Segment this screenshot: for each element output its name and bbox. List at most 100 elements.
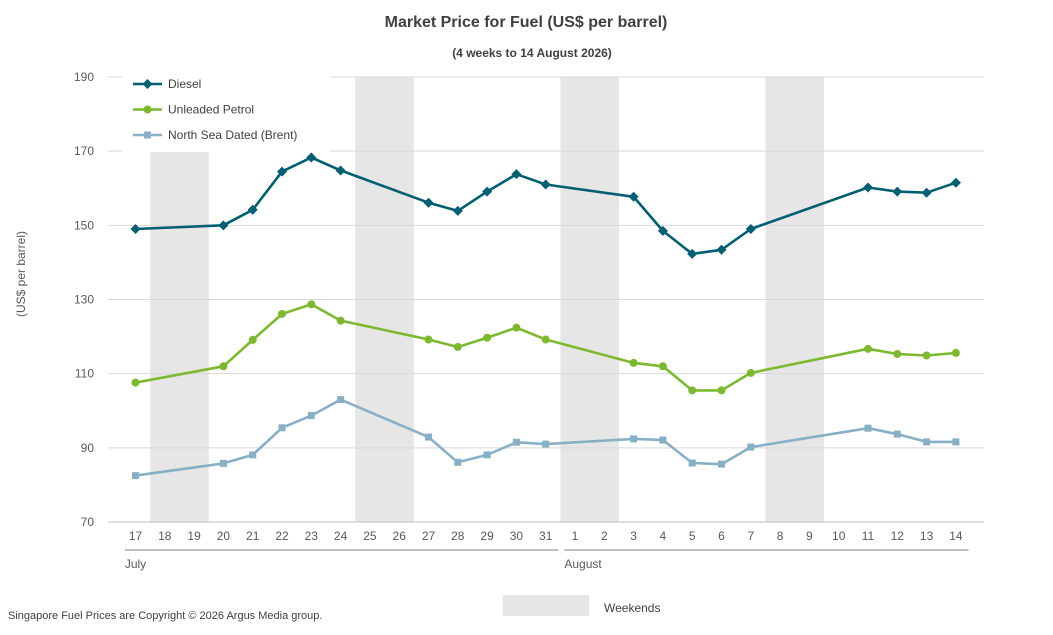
x-tick-6: 6	[718, 529, 725, 543]
diesel-point-28	[452, 205, 463, 216]
unleaded-petrol-point-13	[922, 351, 931, 360]
north-sea-dated-brent-point-29	[483, 451, 491, 459]
legend-label-north-sea-dated-brent: North Sea Dated (Brent)	[168, 128, 297, 142]
north-sea-dated-brent-point-30	[512, 438, 520, 446]
unleaded-petrol-point-12	[893, 350, 902, 359]
north-sea-dated-brent-point-14	[952, 438, 960, 446]
unleaded-petrol-point-28	[453, 342, 462, 351]
unleaded-petrol-point-31	[541, 335, 550, 344]
month-label-july: July	[125, 557, 146, 571]
x-tick-11: 11	[862, 529, 875, 543]
diesel-point-7	[745, 224, 756, 235]
unleaded-petrol-point-5	[688, 386, 697, 395]
chart-subtitle: (4 weeks to 14 August 2026)	[452, 46, 612, 60]
x-tick-8: 8	[777, 529, 784, 543]
north-sea-dated-brent-point-3	[630, 435, 638, 443]
x-tick-28: 28	[451, 529, 465, 543]
unleaded-petrol-point-7	[746, 368, 755, 377]
month-labels: July August	[124, 549, 969, 571]
north-sea-dated-brent-point-20	[219, 459, 227, 467]
x-tick-18: 18	[158, 529, 172, 543]
unleaded-petrol-point-14	[951, 348, 960, 357]
diesel-point-4	[657, 225, 668, 236]
diesel-point-22	[277, 166, 287, 177]
series-diesel	[130, 152, 961, 259]
north-sea-dated-brent-point-11	[864, 424, 872, 432]
x-tick-19: 19	[187, 529, 201, 543]
x-tick-27: 27	[422, 529, 436, 543]
legend-marker-diesel	[142, 79, 153, 89]
x-tick-9: 9	[806, 529, 813, 543]
y-tick-70: 70	[81, 515, 95, 529]
diesel-point-20	[218, 220, 229, 231]
north-sea-dated-brent-line	[135, 398, 956, 477]
series-lines	[130, 152, 961, 480]
diesel-point-13	[921, 187, 932, 198]
unleaded-petrol-point-6	[717, 386, 726, 395]
legend-label-unleaded-petrol: Unleaded Petrol	[168, 103, 254, 117]
x-tick-7: 7	[747, 529, 754, 543]
unleaded-petrol-point-4	[658, 362, 667, 371]
diesel-point-12	[892, 186, 903, 197]
diesel-point-6	[716, 244, 727, 255]
legend-marker-north-sea-dated-brent	[144, 131, 151, 139]
x-tick-31: 31	[539, 529, 553, 543]
chart-title: Market Price for Fuel (US$ per barrel)	[385, 14, 668, 31]
x-tick-12: 12	[891, 529, 905, 543]
x-tick-14: 14	[949, 529, 963, 543]
y-tick-110: 110	[75, 367, 94, 381]
diesel-point-31	[540, 179, 551, 190]
unleaded-petrol-point-21	[248, 335, 257, 344]
legend: Diesel Unleaded Petrol North Sea Dated (Br…	[133, 77, 297, 142]
y-tick-90: 90	[81, 441, 95, 455]
unleaded-petrol-point-22	[278, 309, 286, 318]
y-tick-labels: 70 90 110 130 150 170 190	[74, 70, 94, 529]
x-tick-20: 20	[217, 529, 231, 543]
unleaded-petrol-point-23	[307, 300, 316, 309]
unleaded-petrol-point-29	[483, 333, 492, 342]
x-tick-1: 1	[572, 529, 579, 543]
diesel-point-29	[482, 186, 493, 197]
north-sea-dated-brent-point-27	[425, 433, 432, 441]
legend-label-diesel: Diesel	[168, 77, 201, 91]
y-tick-130: 130	[74, 293, 94, 307]
x-tick-24: 24	[334, 529, 348, 543]
x-tick-30: 30	[510, 529, 524, 543]
north-sea-dated-brent-point-22	[278, 424, 286, 432]
unleaded-petrol-point-11	[864, 344, 872, 353]
north-sea-dated-brent-point-17	[132, 472, 139, 480]
series-unleaded-petrol	[131, 300, 960, 395]
copyright-footer: Singapore Fuel Prices are Copyright © 20…	[8, 610, 322, 622]
x-tick-21: 21	[246, 529, 260, 543]
diesel-point-30	[511, 169, 522, 180]
x-tick-10: 10	[832, 529, 846, 543]
y-axis-label: (US$ per barrel)	[14, 231, 28, 317]
north-sea-dated-brent-point-21	[249, 451, 257, 459]
north-sea-dated-brent-point-12	[893, 430, 901, 438]
north-sea-dated-brent-point-13	[923, 438, 931, 446]
x-tick-5: 5	[689, 529, 696, 543]
weekend-legend-label: Weekends	[604, 601, 660, 615]
x-tick-17: 17	[129, 529, 143, 543]
unleaded-petrol-line	[135, 303, 957, 392]
x-tick-29: 29	[480, 529, 494, 543]
unleaded-petrol-point-30	[512, 323, 521, 332]
unleaded-petrol-point-17	[131, 378, 140, 387]
x-tick-23: 23	[305, 529, 319, 543]
diesel-point-23	[306, 152, 317, 163]
north-sea-dated-brent-point-28	[454, 458, 462, 466]
unleaded-petrol-point-3	[629, 358, 638, 367]
x-tick-13: 13	[920, 529, 934, 543]
x-tick-labels: 17 18 19 20 21 22 23 24 25 26 27 28 29 30 31 1 2 3 4 5 6 7 8 9 1…	[129, 529, 963, 543]
diesel-point-11	[863, 182, 873, 193]
x-tick-2: 2	[601, 529, 608, 543]
diesel-point-14	[950, 177, 961, 188]
north-sea-dated-brent-point-4	[659, 436, 667, 444]
north-sea-dated-brent-point-6	[718, 460, 725, 468]
legend-marker-unleaded-petrol	[143, 105, 152, 114]
y-tick-170: 170	[74, 144, 94, 158]
unleaded-petrol-point-27	[424, 335, 433, 344]
x-tick-4: 4	[660, 529, 667, 543]
north-sea-dated-brent-point-5	[688, 459, 696, 467]
